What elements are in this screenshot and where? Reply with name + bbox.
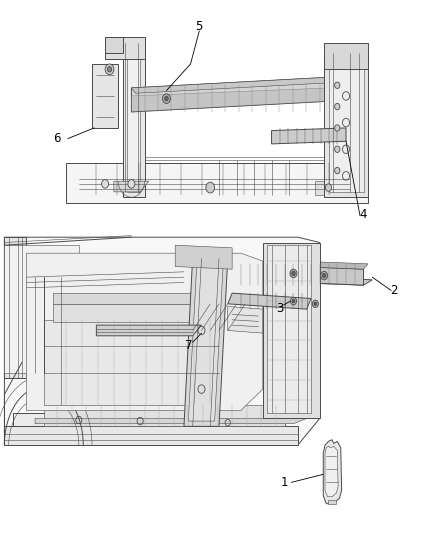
Circle shape — [325, 184, 332, 191]
Polygon shape — [4, 426, 298, 445]
Polygon shape — [228, 293, 311, 309]
Circle shape — [321, 271, 328, 280]
Circle shape — [335, 125, 340, 131]
Polygon shape — [4, 245, 79, 373]
Circle shape — [335, 167, 340, 174]
Circle shape — [290, 297, 297, 305]
Circle shape — [105, 64, 114, 75]
Circle shape — [335, 103, 340, 110]
Polygon shape — [53, 304, 210, 322]
Polygon shape — [66, 163, 368, 203]
Polygon shape — [79, 171, 350, 192]
Polygon shape — [263, 243, 320, 418]
Circle shape — [335, 146, 340, 152]
Circle shape — [322, 273, 326, 278]
Polygon shape — [188, 259, 223, 421]
Text: 7: 7 — [184, 339, 192, 352]
Polygon shape — [35, 418, 307, 424]
Polygon shape — [175, 245, 232, 269]
Polygon shape — [53, 293, 210, 304]
Text: 6: 6 — [53, 132, 61, 145]
Polygon shape — [74, 181, 359, 195]
Circle shape — [165, 96, 168, 101]
Polygon shape — [123, 43, 145, 197]
Text: 5: 5 — [196, 20, 203, 33]
Circle shape — [107, 67, 112, 72]
Text: 1: 1 — [281, 476, 289, 489]
Circle shape — [312, 300, 318, 308]
Circle shape — [314, 302, 317, 305]
Polygon shape — [228, 264, 364, 285]
Polygon shape — [328, 500, 336, 504]
Polygon shape — [114, 181, 149, 192]
Text: 2: 2 — [390, 284, 398, 297]
Polygon shape — [92, 64, 118, 128]
Polygon shape — [127, 48, 140, 192]
Polygon shape — [324, 43, 368, 69]
Polygon shape — [315, 181, 350, 195]
Polygon shape — [228, 274, 372, 285]
Polygon shape — [272, 128, 346, 144]
Polygon shape — [131, 77, 328, 112]
Circle shape — [206, 182, 215, 193]
Circle shape — [128, 180, 135, 188]
Polygon shape — [228, 306, 263, 333]
Polygon shape — [44, 320, 219, 405]
Circle shape — [335, 82, 340, 88]
Circle shape — [162, 94, 170, 103]
Polygon shape — [267, 245, 311, 413]
Circle shape — [290, 269, 297, 278]
Polygon shape — [184, 256, 228, 426]
Text: 4: 4 — [360, 208, 367, 221]
Circle shape — [292, 271, 295, 276]
Text: 3: 3 — [277, 302, 284, 314]
Polygon shape — [105, 37, 145, 59]
Circle shape — [292, 300, 295, 303]
Polygon shape — [4, 237, 26, 378]
Polygon shape — [13, 413, 285, 426]
Polygon shape — [328, 59, 364, 192]
Polygon shape — [324, 53, 368, 197]
Polygon shape — [228, 259, 368, 269]
Polygon shape — [96, 325, 201, 336]
Polygon shape — [44, 405, 285, 426]
Polygon shape — [4, 237, 320, 445]
Polygon shape — [323, 440, 342, 504]
Polygon shape — [105, 37, 123, 53]
Polygon shape — [131, 88, 328, 112]
Polygon shape — [26, 253, 263, 410]
Polygon shape — [131, 77, 333, 93]
Circle shape — [102, 180, 109, 188]
Polygon shape — [325, 446, 338, 497]
